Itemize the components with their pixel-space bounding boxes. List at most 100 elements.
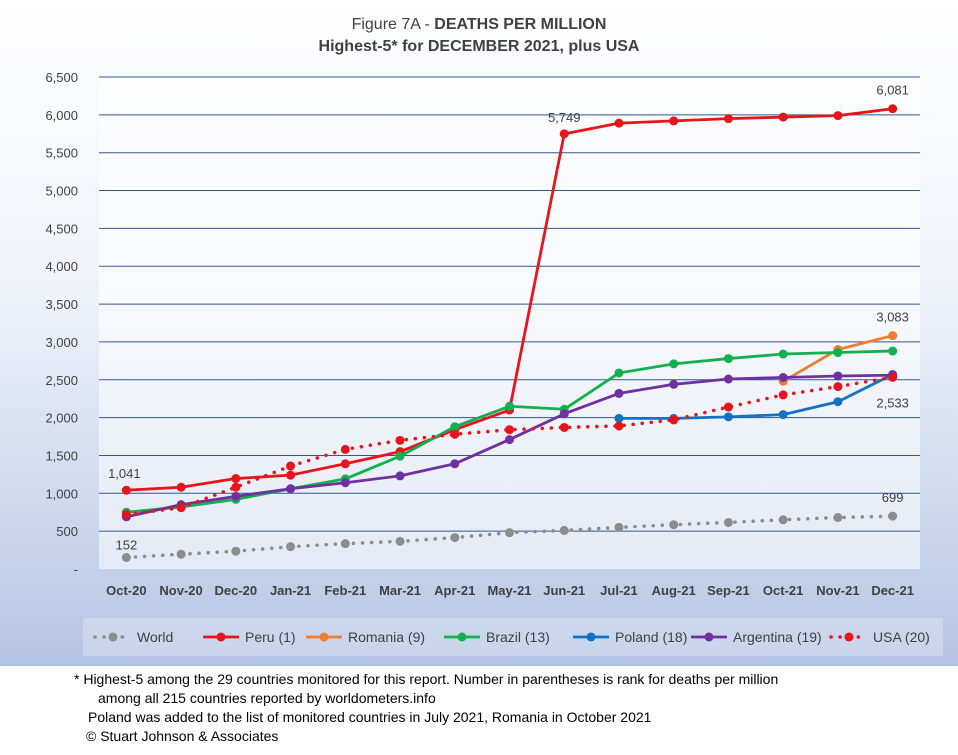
footnote-4: © Stuart Johnson & Associates	[86, 728, 279, 744]
legend-swatch-marker	[108, 632, 118, 642]
data-point	[833, 513, 843, 523]
footnotes: * Highest-5 among the 29 countries monit…	[74, 670, 778, 746]
data-point	[395, 435, 405, 445]
y-tick-label: 2,000	[45, 411, 78, 426]
data-point	[669, 359, 679, 369]
data-point	[833, 397, 843, 407]
data-point	[888, 346, 898, 356]
legend-swatch-marker	[844, 632, 854, 642]
y-tick-label: 5,000	[45, 184, 78, 199]
data-point	[121, 552, 131, 562]
data-point	[614, 413, 624, 423]
chart-subtitle: Highest-5* for DECEMBER 2021, plus USA	[318, 38, 640, 55]
data-point	[778, 410, 788, 420]
data-point	[614, 118, 624, 128]
data-point	[778, 390, 788, 400]
data-point	[176, 549, 186, 559]
x-tick-label: Dec-20	[215, 583, 258, 598]
data-point	[888, 104, 898, 114]
y-tick-label: 6,500	[45, 70, 78, 85]
x-tick-label: Oct-21	[763, 583, 803, 598]
data-point	[559, 422, 569, 432]
data-point	[505, 401, 514, 411]
y-tick-label: 5,500	[45, 146, 78, 161]
series-line-4	[618, 373, 894, 420]
data-label: 152	[116, 537, 138, 552]
x-tick-label: Jul-21	[600, 583, 638, 598]
plot-area	[99, 77, 920, 569]
data-label: 5,749	[548, 110, 581, 125]
x-tick-label: Oct-20	[106, 583, 146, 598]
data-point	[231, 491, 241, 501]
data-label: 1,041	[108, 466, 141, 481]
chart-title: Figure 7A - DEATHS PER MILLION	[0, 16, 958, 34]
chart-title-prefix: Figure 7A -	[351, 16, 435, 33]
legend-label: Peru (1)	[245, 629, 296, 645]
data-point	[231, 546, 241, 556]
data-point	[505, 435, 514, 445]
x-tick-label: Apr-21	[434, 583, 475, 598]
data-point	[395, 451, 405, 461]
legend-label: USA (20)	[873, 629, 930, 645]
y-tick-label: 500	[56, 524, 78, 539]
data-point	[176, 482, 186, 492]
data-point	[833, 371, 843, 381]
data-point	[450, 533, 460, 543]
data-label: 699	[882, 490, 904, 505]
data-point	[888, 372, 898, 382]
data-point	[505, 425, 514, 435]
x-tick-label: Nov-21	[816, 583, 859, 598]
data-label: 2,533	[876, 395, 909, 410]
data-point	[723, 517, 733, 527]
data-point	[614, 368, 624, 378]
legend-swatch-marker	[319, 632, 329, 642]
data-point	[395, 536, 405, 546]
data-point	[669, 379, 679, 389]
x-tick-label: Aug-21	[652, 583, 696, 598]
data-point	[286, 461, 296, 471]
data-label: 6,081	[876, 83, 909, 98]
data-point	[559, 525, 569, 535]
data-point	[669, 116, 679, 126]
x-tick-label: Jun-21	[543, 583, 585, 598]
x-tick-label: May-21	[487, 583, 531, 598]
data-point	[340, 478, 350, 488]
legend-swatch-marker	[216, 632, 226, 642]
data-point	[559, 409, 569, 419]
data-point	[614, 522, 624, 532]
data-point	[505, 528, 514, 538]
data-point	[340, 539, 350, 549]
data-point	[559, 129, 569, 139]
y-tick-label: 4,000	[45, 259, 78, 274]
footnote-1: * Highest-5 among the 29 countries monit…	[74, 671, 779, 687]
x-tick-label: Sep-21	[707, 583, 750, 598]
x-tick-label: Dec-21	[871, 583, 914, 598]
data-point	[669, 415, 679, 425]
data-point	[778, 349, 788, 359]
data-point	[340, 444, 350, 454]
data-point	[833, 382, 843, 392]
legend-label: Poland (18)	[615, 629, 687, 645]
footnote-3: Poland was added to the list of monitore…	[88, 709, 652, 725]
data-point	[888, 331, 898, 341]
legend-label: World	[137, 629, 173, 645]
data-point	[833, 111, 843, 121]
y-tick-label: 1,000	[45, 486, 78, 501]
x-tick-label: Nov-20	[159, 583, 202, 598]
data-point	[450, 459, 460, 469]
data-point	[614, 388, 624, 398]
footnote-2: among all 215 countries reported by worl…	[98, 690, 436, 706]
x-tick-label: Feb-21	[324, 583, 366, 598]
data-point	[778, 515, 788, 525]
data-point	[286, 542, 296, 552]
data-point	[833, 348, 843, 358]
legend-swatch-marker	[704, 632, 714, 642]
line-chart: - 500 1,000 1,500 2,000 2,500 3,000 3,500 4,000 4…	[45, 70, 930, 645]
y-tick-label: 6,000	[45, 108, 78, 123]
data-point	[723, 402, 733, 412]
data-point	[286, 484, 296, 494]
data-point	[231, 482, 241, 492]
data-point	[395, 471, 405, 481]
legend-label: Romania (9)	[348, 629, 425, 645]
data-point	[778, 372, 788, 382]
